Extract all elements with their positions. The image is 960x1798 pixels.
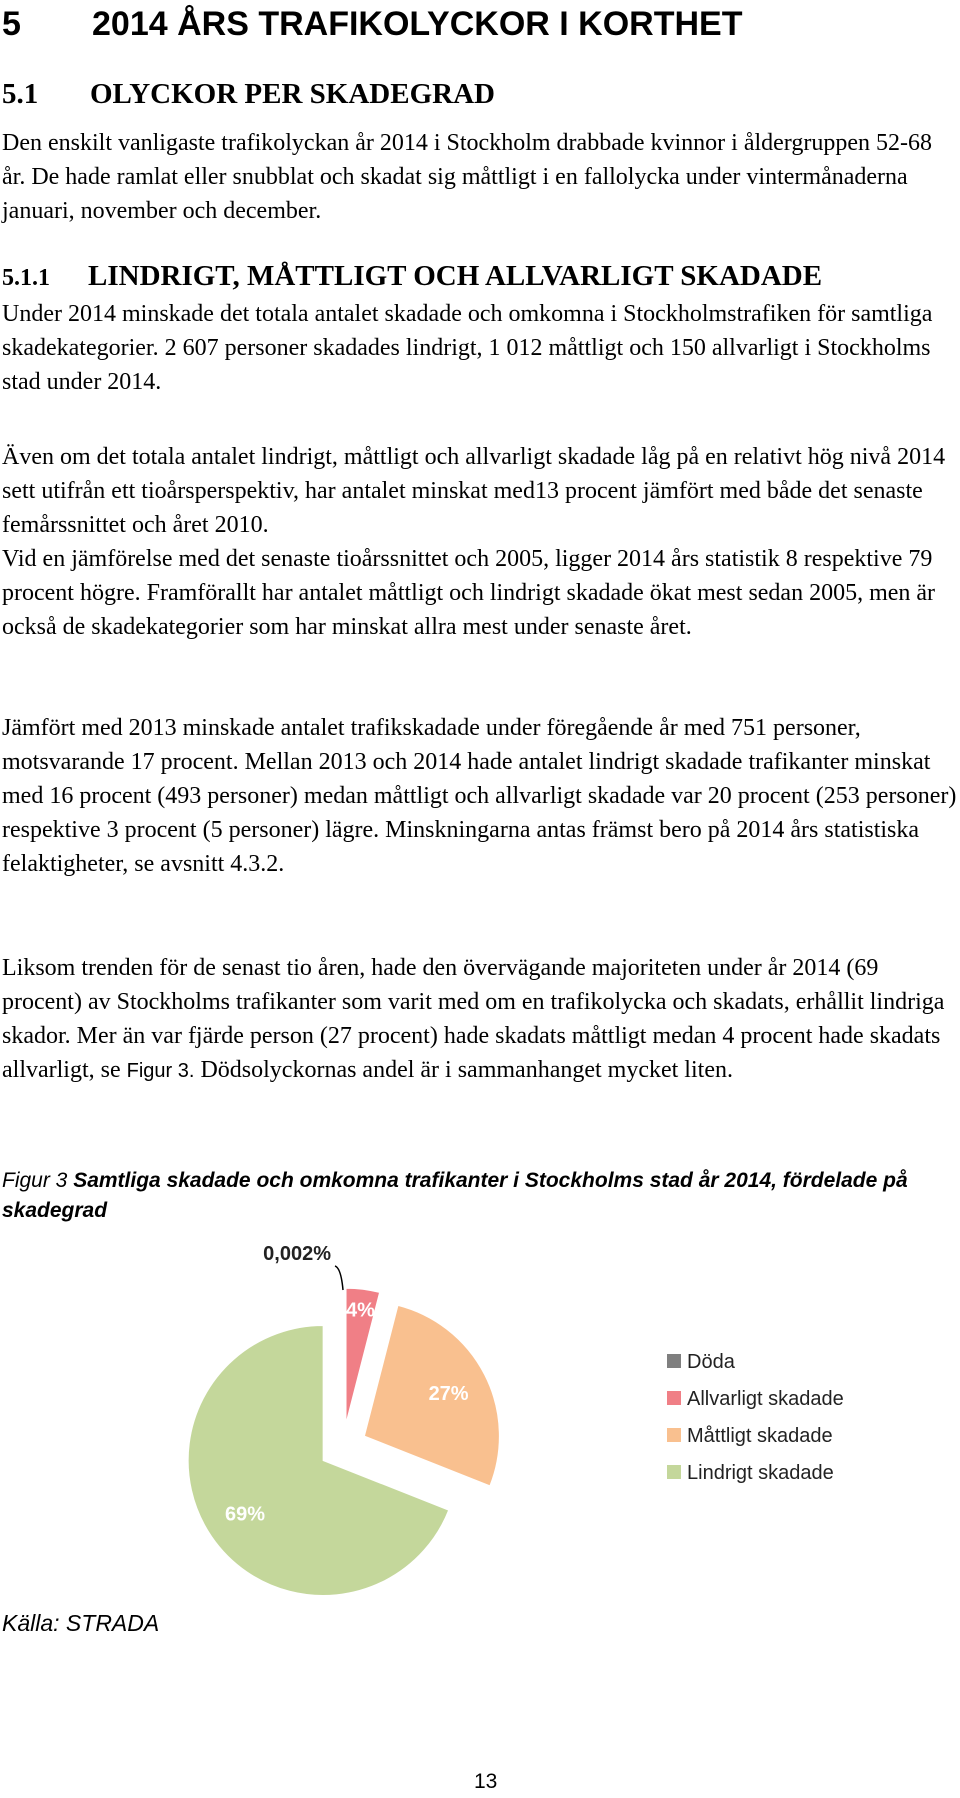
paragraph: Vid en jämförelse med det senaste tioårs… [2,546,936,640]
legend-swatch [667,1391,681,1405]
paragraph: Den enskilt vanligaste trafikolyckan år … [2,130,932,224]
paragraph: Jämfört med 2013 minskade antalet trafik… [2,715,957,877]
caption-text: Samtliga skadade och omkomna trafikanter… [2,1169,908,1222]
data-label: 69% [225,1504,265,1526]
heading-title: 2014 ÅRS TRAFIKOLYCKOR I KORTHET [92,5,743,43]
figure-reference: Figur 3. [126,1060,195,1082]
legend-swatch [667,1354,681,1368]
legend-label: Allvarligt skadade [687,1388,844,1410]
data-label: 4% [346,1299,375,1321]
caption-label: Figur 3 [2,1169,68,1192]
paragraph: Även om det totala antalet lindrigt, måt… [2,444,946,538]
pie-slice [345,1287,381,1424]
figure-caption: Figur 3 Samtliga skadade och omkomna tra… [2,1166,958,1226]
page-number: 13 [474,1770,498,1793]
heading-3: 5.1.1 LINDRIGT, MÅTTLIGT OCH ALLVARLIGT S… [2,259,958,295]
heading-number: 5.1.1 [2,265,50,291]
legend-label: Måttligt skadade [687,1425,833,1447]
legend-swatch [667,1428,681,1442]
legend-label: Lindrigt skadade [687,1462,834,1484]
data-label: 27% [429,1383,469,1405]
leader-line [334,1265,344,1291]
source: Källa: STRADA [2,1610,160,1636]
heading-number: 5 [2,5,21,43]
heading-1: 5 2014 ÅRS TRAFIKOLYCKOR I KORTHET [2,4,958,44]
chart: 0,002% 4% 27% 69% Döda Allvarligt skadade Mått… [187,1243,844,1596]
paragraph: Under 2014 minskade det totala antalet s… [2,301,933,395]
legend-swatch [667,1465,681,1479]
pie-slice [363,1304,500,1487]
heading-2: 5.1 OLYCKOR PER SKADEGRAD [2,77,958,111]
heading-title: LINDRIGT, MÅTTLIGT OCH ALLVARLIGT SKADAD… [88,260,823,292]
paragraph-text: Liksom trenden för de senast tio åren, h… [2,955,945,1083]
paragraph: Liksom trenden för de senast tio åren, h… [2,951,958,1088]
data-label: 0,002% [263,1243,331,1265]
paragraph-text: Dödsolyckornas andel är i sammanhanget m… [200,1057,733,1083]
legend-label: Döda [687,1351,736,1373]
heading-number: 5.1 [2,78,39,110]
pie-slice [187,1324,450,1596]
heading-title: OLYCKOR PER SKADEGRAD [90,78,495,110]
